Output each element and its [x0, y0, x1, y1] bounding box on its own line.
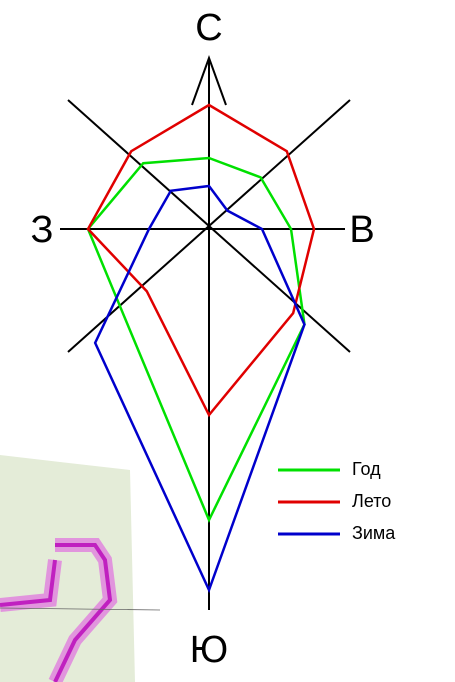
chart: С В Ю З Год Лето Зима [0, 0, 455, 682]
legend-label: Лето [352, 491, 391, 511]
legend-label: Зима [352, 523, 396, 543]
legend-label: Год [352, 459, 381, 479]
map-fragment [0, 455, 160, 682]
direction-label: З [31, 209, 54, 251]
direction-label: В [349, 209, 374, 251]
direction-label: С [195, 7, 222, 49]
series-line [88, 105, 314, 415]
direction-label: Ю [190, 629, 228, 671]
